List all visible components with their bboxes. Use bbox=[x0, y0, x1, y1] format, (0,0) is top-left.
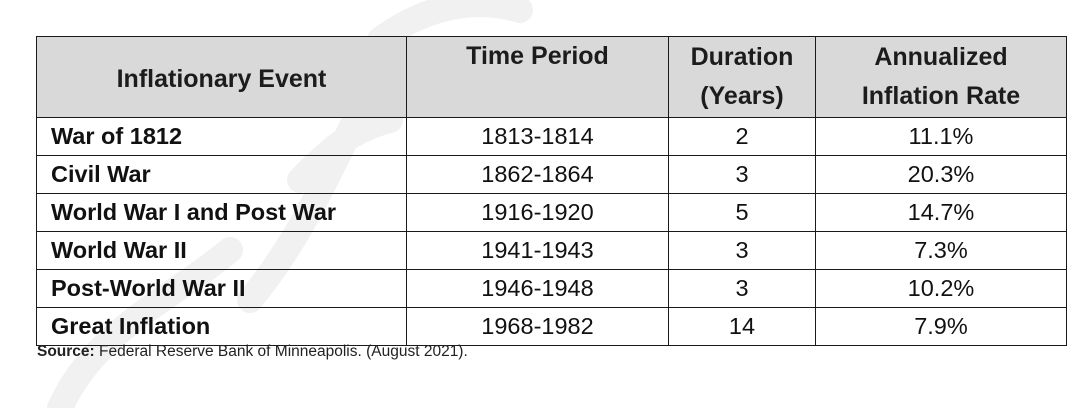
rate-cell: 10.2% bbox=[815, 269, 1067, 308]
duration-cell: 3 bbox=[668, 155, 816, 194]
source-note: Source: Federal Reserve Bank of Minneapo… bbox=[37, 343, 468, 361]
rate-cell: 7.3% bbox=[815, 231, 1067, 270]
rate-cell: 7.9% bbox=[815, 307, 1067, 346]
period-cell: 1946-1948 bbox=[406, 269, 669, 308]
event-cell: War of 1812 bbox=[36, 117, 407, 156]
source-label: Source: bbox=[37, 343, 95, 360]
rate-cell: 11.1% bbox=[815, 117, 1067, 156]
event-cell: World War II bbox=[36, 231, 407, 270]
period-cell: 1941-1943 bbox=[406, 231, 669, 270]
inflation-table: Inflationary Event Time Period Duration … bbox=[36, 36, 1067, 346]
source-text: Federal Reserve Bank of Minneapolis. (Au… bbox=[94, 343, 468, 360]
table-row: Great Inflation 1968-1982 14 7.9% bbox=[36, 307, 1067, 346]
table-header-row: Inflationary Event Time Period Duration … bbox=[36, 36, 1067, 118]
duration-cell: 14 bbox=[668, 307, 816, 346]
header-duration: Duration (Years) bbox=[668, 36, 816, 118]
table-row: World War II 1941-1943 3 7.3% bbox=[36, 231, 1067, 270]
period-cell: 1968-1982 bbox=[406, 307, 669, 346]
header-inflationary-event: Inflationary Event bbox=[36, 36, 407, 118]
duration-cell: 3 bbox=[668, 231, 816, 270]
period-cell: 1916-1920 bbox=[406, 193, 669, 232]
event-cell: World War I and Post War bbox=[36, 193, 407, 232]
event-cell: Great Inflation bbox=[36, 307, 407, 346]
event-cell: Civil War bbox=[36, 155, 407, 194]
rate-cell: 20.3% bbox=[815, 155, 1067, 194]
table-row: War of 1812 1813-1814 2 11.1% bbox=[36, 117, 1067, 156]
table-row: Civil War 1862-1864 3 20.3% bbox=[36, 155, 1067, 194]
table-row: World War I and Post War 1916-1920 5 14.… bbox=[36, 193, 1067, 232]
duration-cell: 5 bbox=[668, 193, 816, 232]
table-row: Post-World War II 1946-1948 3 10.2% bbox=[36, 269, 1067, 308]
period-cell: 1862-1864 bbox=[406, 155, 669, 194]
event-cell: Post-World War II bbox=[36, 269, 407, 308]
header-annualized-inflation-rate: Annualized Inflation Rate bbox=[815, 36, 1067, 118]
duration-cell: 3 bbox=[668, 269, 816, 308]
rate-cell: 14.7% bbox=[815, 193, 1067, 232]
header-time-period: Time Period bbox=[406, 36, 669, 118]
duration-cell: 2 bbox=[668, 117, 816, 156]
period-cell: 1813-1814 bbox=[406, 117, 669, 156]
